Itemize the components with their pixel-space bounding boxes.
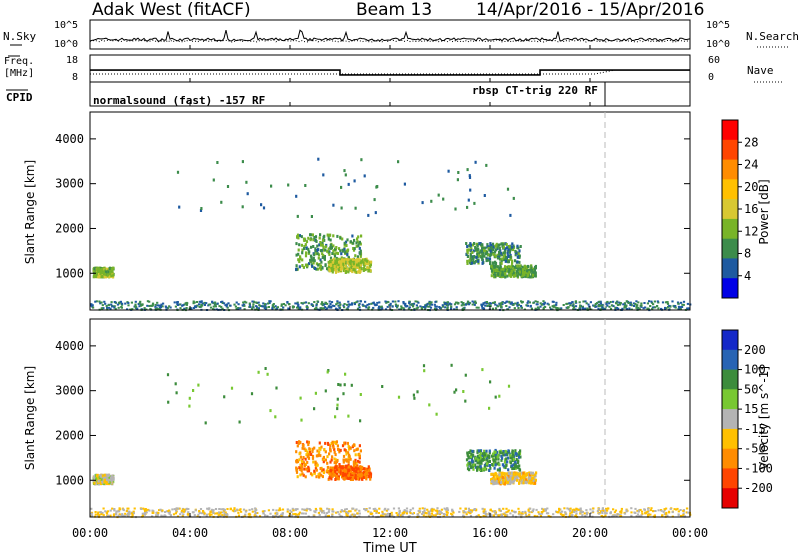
- velocity-panel: Slant Range [km] Velocity [m s^-1]: [23, 318, 771, 519]
- power-colorbar-label: Power [dB]: [757, 179, 771, 244]
- power-colorbar-swatch: [722, 258, 738, 279]
- velocity-ylabel: Slant Range [km]: [23, 366, 37, 470]
- velocity-colorbar-swatch: [722, 389, 738, 410]
- velocity-colorbar-swatch: [722, 349, 738, 371]
- noise-left-label: N.Sky: [3, 30, 36, 43]
- nave-tick-top: 60: [708, 55, 720, 66]
- velocity-colorbar-swatch: [722, 488, 738, 509]
- velocity-colorbar-tick: 200: [744, 343, 766, 357]
- frequency-trace: [90, 69, 690, 76]
- power-colorbar-swatch: [722, 218, 738, 240]
- power-colorbar-swatch: [722, 199, 738, 220]
- velocity-colorbar-tick: 50: [744, 382, 758, 396]
- noise-sky-trace: [89, 29, 691, 42]
- cpid-segment-2: rbsp CT-trig 220 RF: [472, 84, 598, 97]
- beam-label: Beam 13: [356, 0, 432, 20]
- power-colorbar-swatch: [722, 159, 738, 180]
- power-colorbar-swatch: [722, 238, 738, 259]
- velocity-colorbar-swatch: [722, 468, 738, 489]
- power-colorbar-tick: 20: [744, 180, 758, 194]
- nave-label: Nave: [747, 64, 774, 77]
- freq-tick-top: 18: [66, 55, 78, 66]
- velocity-colorbar-tick: -200: [744, 481, 773, 495]
- velocity-colorbar-tick: -15: [744, 422, 766, 436]
- x-tick-label: 04:00: [172, 526, 208, 540]
- y-tick-label: 3000: [55, 177, 84, 191]
- y-tick-label: 4000: [55, 339, 84, 353]
- noise-panel: N.Sky 10^5 10^0 10^5 10^0 N.Search: [3, 19, 799, 50]
- power-colorbar-tick: 24: [744, 158, 758, 172]
- date-range: 14/Apr/2016 - 15/Apr/2016: [476, 0, 704, 20]
- velocity-colorbar-tick: -100: [744, 461, 773, 475]
- cpid-segment-1: normalsound (fast) -157 RF: [93, 94, 265, 107]
- velocity-colorbar-swatch: [722, 448, 738, 469]
- power-colorbar-tick: 4: [744, 269, 751, 283]
- power-colorbar-swatch: [722, 120, 738, 141]
- power-colorbar-tick: 8: [744, 247, 751, 261]
- cpid-label: CPID: [6, 91, 33, 104]
- power-panel: Slant Range [km] Power [dB]: [23, 111, 771, 312]
- frequency-panel: Freq. [MHz] 18 8 60 0 Nave: [4, 54, 784, 83]
- nave-tick-bottom: 0: [708, 72, 714, 83]
- x-tick-label: 20:00: [572, 526, 608, 540]
- velocity-colorbar-label: Velocity [m s^-1]: [757, 366, 771, 470]
- velocity-colorbar-swatch: [722, 369, 738, 390]
- noise-search-trace: [89, 39, 691, 43]
- nave-trace: [90, 69, 690, 75]
- noise-right-tick-top: 10^5: [706, 20, 730, 31]
- y-tick-label: 2000: [55, 428, 84, 442]
- noise-right-label: N.Search: [746, 30, 799, 43]
- chart-title: Adak West (fitACF): [92, 0, 251, 20]
- velocity-colorbar-tick: 15: [744, 402, 758, 416]
- y-tick-label: 1000: [55, 266, 84, 280]
- x-axis-label: Time UT: [362, 541, 416, 554]
- x-tick-label: 12:00: [372, 526, 408, 540]
- freq-label-line1: Freq.: [4, 56, 34, 67]
- freq-label-line2: [MHz]: [4, 68, 34, 79]
- velocity-colorbar-tick: 100: [744, 363, 766, 377]
- x-tick-label: 08:00: [272, 526, 308, 540]
- power-colorbar-swatch: [722, 179, 738, 200]
- velocity-colorbar-swatch: [722, 428, 738, 450]
- y-tick-label: 2000: [55, 221, 84, 235]
- cpid-panel: CPID normalsound (fast) -157 RF rbsp CT-…: [6, 81, 691, 107]
- noise-left-tick-bottom: 10^0: [54, 39, 78, 50]
- y-tick-label: 1000: [55, 473, 84, 487]
- noise-left-tick-top: 10^5: [54, 20, 78, 31]
- power-ylabel: Slant Range [km]: [23, 160, 37, 264]
- y-tick-label: 4000: [55, 132, 84, 146]
- power-colorbar-tick: 12: [744, 224, 758, 238]
- power-colorbar-swatch: [722, 278, 738, 299]
- velocity-colorbar-tick: -50: [744, 442, 766, 456]
- velocity-colorbar-swatch: [722, 409, 738, 430]
- y-tick-label: 3000: [55, 384, 84, 398]
- power-colorbar-tick: 16: [744, 202, 758, 216]
- x-tick-label: 16:00: [472, 526, 508, 540]
- x-tick-label: 00:00: [72, 526, 108, 540]
- power-colorbar-swatch: [722, 139, 738, 161]
- power-colorbar-tick: 28: [744, 135, 758, 149]
- noise-right-tick-bottom: 10^0: [706, 39, 730, 50]
- freq-tick-bottom: 8: [72, 72, 78, 83]
- velocity-colorbar-swatch: [722, 330, 738, 351]
- x-tick-label: 00:00: [672, 526, 708, 540]
